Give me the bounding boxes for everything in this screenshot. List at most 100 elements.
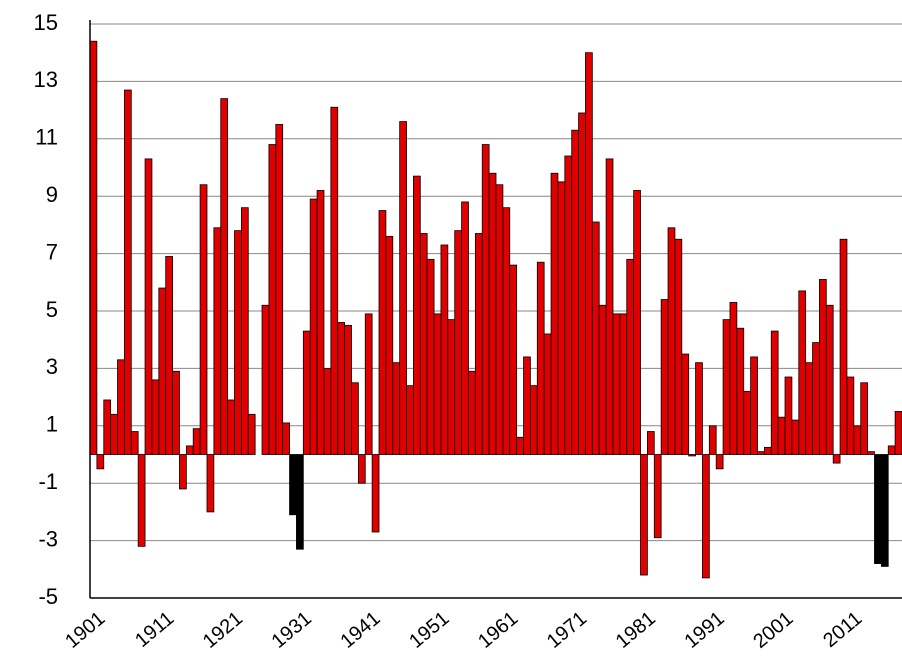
- bar: [296, 454, 304, 550]
- bar: [702, 454, 710, 579]
- bar: [213, 227, 222, 455]
- bar: [674, 238, 683, 455]
- bar: [481, 144, 490, 455]
- bar: [172, 370, 180, 455]
- bar: [268, 144, 277, 455]
- bar: [681, 353, 690, 455]
- bar: [646, 431, 655, 455]
- bar: [461, 201, 469, 455]
- bar: [220, 98, 229, 455]
- bar: [351, 382, 359, 455]
- x-tick-label: 2011: [819, 607, 866, 652]
- bar: [860, 382, 868, 455]
- bar: [185, 445, 194, 455]
- bar: [550, 172, 559, 455]
- bar: [894, 411, 902, 455]
- bar: [633, 190, 641, 455]
- bar: [419, 233, 428, 455]
- bar: [323, 367, 332, 455]
- x-tick-label: 1961: [474, 607, 522, 652]
- bar: [406, 385, 414, 455]
- bar: [330, 106, 339, 455]
- bar: [543, 333, 552, 455]
- bar: [413, 175, 421, 455]
- bar: [227, 399, 235, 455]
- bar: [378, 210, 387, 455]
- y-tick-label: -5: [38, 584, 58, 609]
- bar: [516, 436, 524, 455]
- bar: [564, 155, 573, 455]
- bar: [763, 446, 772, 455]
- bar: [798, 290, 807, 455]
- bar: [474, 233, 483, 455]
- x-tick-label: 1971: [543, 607, 591, 652]
- bar: [819, 279, 827, 455]
- bar: [158, 287, 167, 455]
- x-tick-label: 1981: [612, 607, 660, 652]
- bar: [344, 324, 352, 455]
- bar: [640, 454, 648, 576]
- bar: [337, 322, 346, 455]
- bar: [179, 454, 187, 490]
- bar: [653, 454, 662, 539]
- bar: [839, 238, 848, 455]
- bar: [371, 454, 380, 533]
- bar: [880, 454, 889, 567]
- bar: [805, 362, 813, 455]
- bar: [523, 356, 531, 455]
- y-tick-label: 15: [34, 10, 58, 35]
- bar: [240, 207, 249, 455]
- bar: [151, 379, 160, 455]
- bar: [130, 431, 139, 455]
- y-tick-label: 3: [46, 354, 58, 379]
- bar: [571, 129, 579, 455]
- bar: [289, 454, 297, 516]
- bar: [468, 370, 476, 455]
- bar: [275, 124, 284, 455]
- bar: [612, 313, 621, 455]
- bar: [853, 425, 862, 455]
- bar: [399, 121, 407, 455]
- x-tick-label: 1991: [680, 607, 728, 652]
- bar: [247, 413, 256, 455]
- bar: [750, 356, 758, 455]
- bar: [557, 181, 566, 455]
- bar: [103, 399, 112, 455]
- bar: [777, 416, 786, 455]
- x-tick-label: 1901: [61, 607, 109, 652]
- bar: [736, 327, 745, 455]
- bar: [392, 362, 401, 455]
- bar: [316, 190, 325, 455]
- y-tick-label: 13: [34, 67, 58, 92]
- bar: [357, 454, 366, 484]
- bar: [309, 198, 318, 455]
- bar: [660, 299, 669, 455]
- bar: [578, 112, 586, 455]
- bar: [385, 235, 394, 455]
- bar: [433, 313, 442, 455]
- bar: [619, 313, 628, 455]
- x-tick-label: 2001: [749, 607, 797, 652]
- y-tick-label: 1: [46, 412, 58, 437]
- bar: [110, 413, 118, 455]
- bar: [117, 359, 125, 455]
- bar: [89, 40, 98, 455]
- x-tick-label: 1951: [405, 607, 453, 652]
- bar: [144, 158, 153, 455]
- bar: [825, 304, 834, 455]
- x-tick-label: 1931: [268, 607, 316, 652]
- bar: [447, 319, 456, 455]
- bar: [688, 454, 696, 457]
- bar: [729, 301, 738, 455]
- y-tick-label: 9: [46, 182, 58, 207]
- bar: [695, 362, 703, 455]
- bar: [667, 227, 676, 455]
- bar: [867, 451, 875, 455]
- bar: [137, 454, 146, 547]
- bar: [743, 390, 752, 455]
- x-tick-label: 1921: [199, 607, 247, 652]
- bar: [502, 207, 511, 455]
- bar: [536, 261, 545, 455]
- bar: [282, 422, 290, 455]
